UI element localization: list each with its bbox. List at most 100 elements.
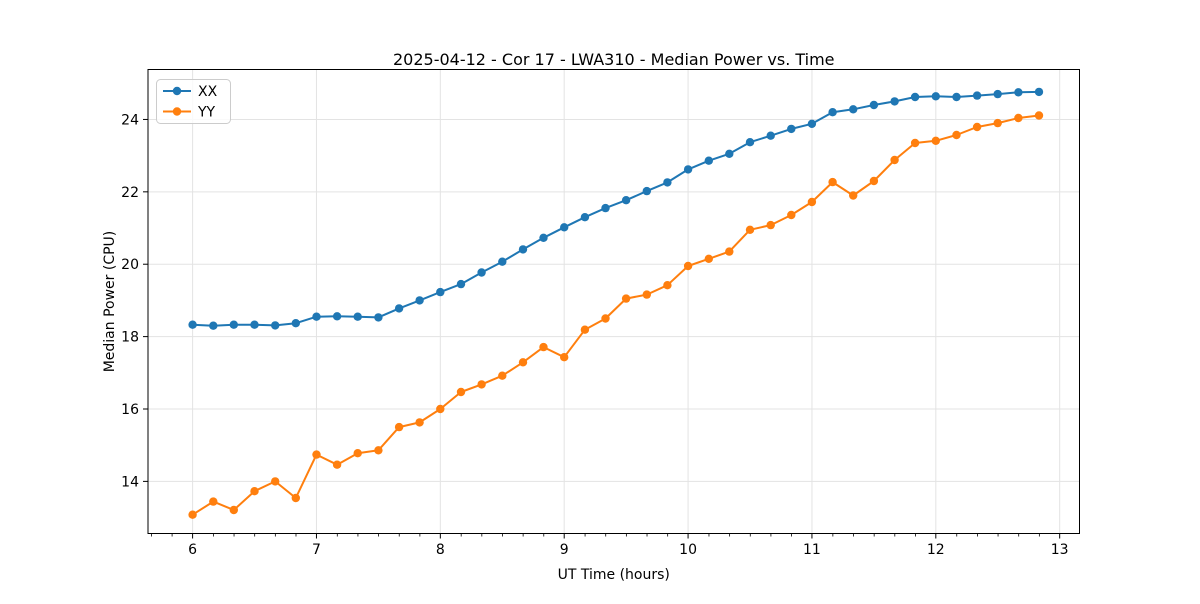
data-point-marker xyxy=(869,100,879,110)
y-tick-label: 14 xyxy=(121,474,139,490)
data-point-marker xyxy=(332,460,342,469)
x-tick-label: 8 xyxy=(436,542,445,558)
data-point-marker xyxy=(436,404,445,414)
y-tick-label: 18 xyxy=(121,330,139,346)
x-tick-label: 11 xyxy=(803,542,821,558)
data-point-marker xyxy=(601,203,610,213)
y-tick-label: 22 xyxy=(121,185,139,201)
data-point-marker xyxy=(415,418,424,427)
data-point-marker xyxy=(972,91,982,100)
x-axis-label: UT Time (hours) xyxy=(558,567,670,583)
data-point-marker xyxy=(580,213,590,222)
data-point-marker xyxy=(704,254,713,263)
data-point-marker xyxy=(663,178,672,187)
data-point-marker xyxy=(518,358,528,367)
data-point-marker xyxy=(787,210,796,220)
data-point-marker xyxy=(229,320,238,329)
data-point-marker xyxy=(271,477,280,486)
data-point-marker xyxy=(642,186,651,196)
legend-label: YY xyxy=(197,105,216,121)
data-point-marker xyxy=(209,321,218,330)
data-point-marker xyxy=(291,319,300,328)
data-point-marker xyxy=(1034,87,1044,97)
data-point-marker xyxy=(931,92,940,101)
data-point-marker xyxy=(890,155,899,165)
grid xyxy=(148,69,1080,534)
y-tick-label: 20 xyxy=(121,257,139,273)
data-point-marker xyxy=(415,296,424,305)
data-point-marker xyxy=(683,261,693,271)
data-point-marker xyxy=(394,422,404,432)
data-point-marker xyxy=(477,380,486,389)
data-point-marker xyxy=(374,313,383,322)
x-tick-label: 7 xyxy=(312,542,321,558)
data-point-marker xyxy=(456,279,466,289)
legend-box xyxy=(156,79,231,124)
data-point-marker xyxy=(394,304,404,313)
series-YY xyxy=(188,111,1044,519)
y-tick-label: 24 xyxy=(121,112,139,128)
legend-marker xyxy=(172,107,182,116)
data-point-marker xyxy=(498,257,507,266)
data-point-marker xyxy=(353,312,362,321)
data-point-marker xyxy=(787,124,796,134)
legend-item-XX: XX xyxy=(163,84,218,100)
data-point-marker xyxy=(704,156,713,165)
data-point-marker xyxy=(745,138,755,147)
data-point-marker xyxy=(353,449,362,458)
series-XX xyxy=(188,87,1044,330)
legend: XX YY xyxy=(156,79,231,124)
data-point-marker xyxy=(725,247,734,256)
data-point-marker xyxy=(972,122,982,132)
legend-marker xyxy=(172,86,182,96)
data-point-marker xyxy=(291,493,300,503)
data-point-marker xyxy=(539,342,548,352)
data-point-marker xyxy=(993,89,1002,99)
y-axis-label: Median Power (CPU) xyxy=(102,231,118,373)
data-point-marker xyxy=(580,325,590,334)
chart-title: 2025-04-12 - Cor 17 - LWA310 - Median Po… xyxy=(393,50,835,69)
data-point-marker xyxy=(209,497,218,506)
x-axis: 6 7 8 9 10 11 12 13 xyxy=(151,533,1069,558)
series-layer xyxy=(188,87,1044,519)
data-point-marker xyxy=(188,510,197,519)
data-point-marker xyxy=(952,130,961,140)
data-point-marker xyxy=(1034,111,1044,120)
data-point-marker xyxy=(1014,88,1023,97)
y-tick-label: 16 xyxy=(121,402,139,418)
data-point-marker xyxy=(952,92,961,102)
series-line xyxy=(192,90,1040,327)
data-point-marker xyxy=(436,287,445,297)
data-point-marker xyxy=(993,118,1002,128)
data-point-marker xyxy=(374,446,383,455)
data-point-marker xyxy=(456,387,466,397)
data-point-marker xyxy=(498,371,507,380)
x-tick-label: 9 xyxy=(560,542,569,558)
data-point-marker xyxy=(560,353,569,362)
y-axis: 14 16 18 20 22 24 xyxy=(121,112,148,490)
data-point-marker xyxy=(725,149,734,158)
data-point-marker xyxy=(910,92,920,102)
data-point-marker xyxy=(931,136,940,145)
data-point-marker xyxy=(828,108,837,117)
data-point-marker xyxy=(188,320,197,329)
data-point-marker xyxy=(663,281,672,290)
x-tick-label: 13 xyxy=(1051,542,1069,558)
data-point-marker xyxy=(312,312,321,321)
data-point-marker xyxy=(229,505,238,515)
data-point-marker xyxy=(869,176,879,186)
data-point-marker xyxy=(250,487,259,496)
legend-label: XX xyxy=(198,84,218,100)
data-point-marker xyxy=(518,245,528,254)
data-point-marker xyxy=(807,197,817,207)
data-point-marker xyxy=(910,138,920,148)
data-point-marker xyxy=(766,131,775,140)
x-tick-label: 12 xyxy=(927,542,945,558)
data-point-marker xyxy=(621,196,631,205)
x-tick-label: 6 xyxy=(188,542,197,558)
data-point-marker xyxy=(601,314,610,323)
data-point-marker xyxy=(828,177,837,187)
data-point-marker xyxy=(477,268,486,277)
data-point-marker xyxy=(1014,113,1023,123)
